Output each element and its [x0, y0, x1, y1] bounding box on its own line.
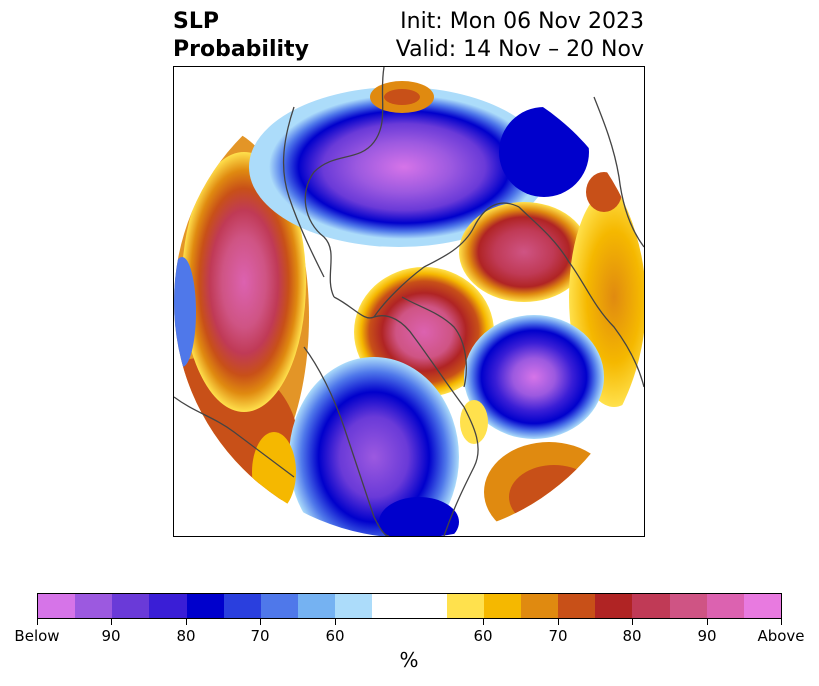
- colorbar-tick: [781, 619, 782, 625]
- colorbar-tick: [707, 619, 708, 625]
- colorbar-below-segment: [223, 594, 261, 618]
- colorbar-below-segment: [112, 594, 150, 618]
- colorbar-tick: [483, 619, 484, 625]
- colorbar-tick: [186, 619, 187, 625]
- colorbar-tick-label: 70: [548, 627, 568, 645]
- colorbar-tick-label: 70: [250, 627, 270, 645]
- colorbar-tick-label: Below: [14, 627, 60, 645]
- title-variable: SLP: [173, 9, 219, 34]
- colorbar-neutral-segment: [372, 594, 447, 618]
- colorbar-below-segment: [38, 594, 76, 618]
- colorbar-above-segment: [669, 594, 707, 618]
- colorbar-tick: [335, 619, 336, 625]
- colorbar-tick-label: Above: [757, 627, 805, 645]
- colorbar-tick-label: 60: [473, 627, 493, 645]
- colorbar-tick: [632, 619, 633, 625]
- colorbar-above-segment: [743, 594, 782, 618]
- colorbar: [37, 593, 782, 619]
- init-date: Init: Mon 06 Nov 2023: [400, 9, 644, 34]
- colorbar-above-segment: [632, 594, 670, 618]
- valid-range: Valid: 14 Nov – 20 Nov: [395, 37, 644, 62]
- map-panel: [173, 66, 645, 537]
- colorbar-below-segment: [75, 594, 113, 618]
- colorbar-tick: [111, 619, 112, 625]
- title-left: SLP Probability: [173, 8, 309, 64]
- title-type: Probability: [173, 37, 309, 62]
- probability-map: [174, 67, 644, 536]
- colorbar-above-segment: [521, 594, 559, 618]
- colorbar-tick-label: 90: [101, 627, 121, 645]
- colorbar-below-segment: [298, 594, 336, 618]
- coastlines: [174, 67, 644, 536]
- colorbar-tick-label: 90: [697, 627, 717, 645]
- colorbar-tick: [37, 619, 38, 625]
- colorbar-below-segment: [260, 594, 299, 618]
- colorbar-below-segment: [335, 594, 373, 618]
- colorbar-below-segment: [186, 594, 224, 618]
- title-right: Init: Mon 06 Nov 2023 Valid: 14 Nov – 20…: [396, 8, 644, 64]
- colorbar-tick-label: 80: [622, 627, 642, 645]
- colorbar-unit-label: %: [399, 648, 419, 672]
- colorbar-above-segment: [706, 594, 744, 618]
- colorbar-above-segment: [446, 594, 484, 618]
- colorbar-below-segment: [149, 594, 187, 618]
- colorbar-tick: [260, 619, 261, 625]
- colorbar-tick: [558, 619, 559, 625]
- colorbar-above-segment: [595, 594, 633, 618]
- colorbar-above-segment: [483, 594, 522, 618]
- probability-shading: [174, 67, 644, 536]
- colorbar-tick-label: 80: [176, 627, 196, 645]
- colorbar-tick-label: 60: [325, 627, 345, 645]
- colorbar-above-segment: [558, 594, 596, 618]
